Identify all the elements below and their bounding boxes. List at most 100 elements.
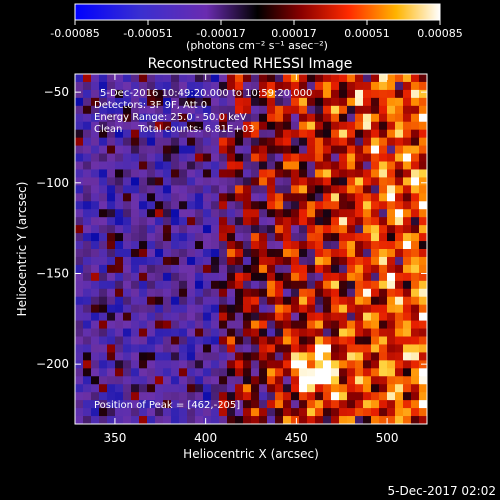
heatmap-cell	[91, 81, 100, 91]
heatmap-cell	[251, 97, 260, 107]
heatmap-cell	[227, 400, 236, 409]
heatmap-cell	[179, 360, 188, 369]
heatmap-cell	[331, 161, 340, 171]
heatmap-cell	[403, 408, 412, 417]
heatmap-cell	[75, 89, 84, 99]
heatmap-cell	[147, 113, 156, 123]
heatmap-cell	[211, 264, 220, 274]
heatmap-cell	[147, 264, 156, 274]
heatmap-cell	[259, 193, 268, 202]
heatmap-cell	[75, 312, 84, 322]
heatmap-cell	[235, 89, 244, 99]
colorbar-gradient	[74, 3, 441, 21]
heatmap-cell	[419, 161, 427, 171]
heatmap-cell	[283, 233, 292, 242]
heatmap-cell	[283, 408, 292, 417]
heatmap-cell	[171, 233, 180, 242]
heatmap-cell	[347, 193, 356, 202]
heatmap-cell	[291, 328, 300, 338]
heatmap-cell	[235, 352, 244, 361]
heatmap-cell	[299, 153, 308, 163]
heatmap-cell	[99, 129, 108, 139]
heatmap-cell	[331, 225, 340, 234]
heatmap-cell	[219, 201, 228, 210]
heatmap-cell	[83, 209, 92, 218]
heatmap-cell	[155, 161, 164, 171]
heatmap-cell	[131, 177, 140, 186]
heatmap-cell	[291, 145, 300, 155]
heatmap-cell	[163, 201, 172, 210]
heatmap-cell	[75, 392, 84, 401]
heatmap-cell	[259, 280, 268, 290]
heatmap-cell	[147, 177, 156, 186]
heatmap-cell	[331, 105, 340, 115]
heatmap-cell	[91, 177, 100, 186]
heatmap-cell	[219, 169, 228, 178]
heatmap-cell	[283, 312, 292, 322]
heatmap-cell	[411, 209, 420, 218]
heatmap-cell	[355, 376, 364, 385]
heatmap-cell	[315, 74, 324, 83]
heatmap-cell	[75, 201, 84, 210]
heatmap-cell	[403, 336, 412, 346]
heatmap-cell	[251, 233, 260, 242]
heatmap-cell	[371, 241, 380, 250]
heatmap-cell	[243, 304, 252, 314]
heatmap-cell	[299, 408, 308, 417]
heatmap-cell	[363, 105, 372, 115]
heatmap-cell	[171, 129, 180, 139]
heatmap-cell	[387, 74, 396, 83]
heatmap-cell	[115, 264, 124, 274]
heatmap-cell	[331, 153, 340, 163]
heatmap-cell	[155, 97, 164, 107]
heatmap-cell	[307, 328, 316, 338]
heatmap-cell	[395, 169, 404, 178]
heatmap-cell	[283, 241, 292, 250]
heatmap-cell	[419, 368, 427, 377]
heatmap-cell	[395, 225, 404, 234]
heatmap-cell	[195, 296, 204, 306]
heatmap-cell	[211, 368, 220, 377]
heatmap-cell	[267, 249, 276, 258]
heatmap-cell	[347, 336, 356, 346]
heatmap-cell	[203, 89, 212, 99]
heatmap-cell	[275, 74, 284, 83]
heatmap-cell	[219, 256, 228, 266]
heatmap-cell	[171, 272, 180, 282]
heatmap-cell	[179, 392, 188, 401]
heatmap-cell	[211, 201, 220, 210]
heatmap-cell	[187, 256, 196, 266]
heatmap-cell	[371, 249, 380, 258]
heatmap-cell	[411, 129, 420, 139]
heatmap-cell	[267, 233, 276, 242]
heatmap-cell	[299, 312, 308, 322]
heatmap-cell	[355, 392, 364, 401]
heatmap-cell	[347, 185, 356, 194]
heatmap-cell	[211, 416, 220, 424]
heatmap-cell	[267, 137, 276, 147]
heatmap-cell	[323, 296, 332, 306]
heatmap-cell	[131, 272, 140, 282]
heatmap-cell	[83, 360, 92, 369]
heatmap-cell	[163, 89, 172, 99]
heatmap-cell	[307, 376, 316, 385]
heatmap-cell	[403, 121, 412, 131]
heatmap-cell	[227, 81, 236, 91]
heatmap-cell	[187, 360, 196, 369]
heatmap-cell	[403, 153, 412, 163]
heatmap-cell	[163, 193, 172, 202]
heatmap-cell	[339, 241, 348, 250]
heatmap-cell	[411, 408, 420, 417]
heatmap-cell	[259, 177, 268, 186]
heatmap-cell	[307, 105, 316, 115]
heatmap-cell	[275, 360, 284, 369]
heatmap-cell	[75, 225, 84, 234]
heatmap-cell	[283, 89, 292, 99]
heatmap-cell	[275, 169, 284, 178]
heatmap-cell	[323, 217, 332, 226]
heatmap-cell	[323, 256, 332, 266]
heatmap-cell	[347, 312, 356, 322]
heatmap-cell	[211, 272, 220, 282]
heatmap-cell	[387, 256, 396, 266]
heatmap-cell	[203, 225, 212, 234]
